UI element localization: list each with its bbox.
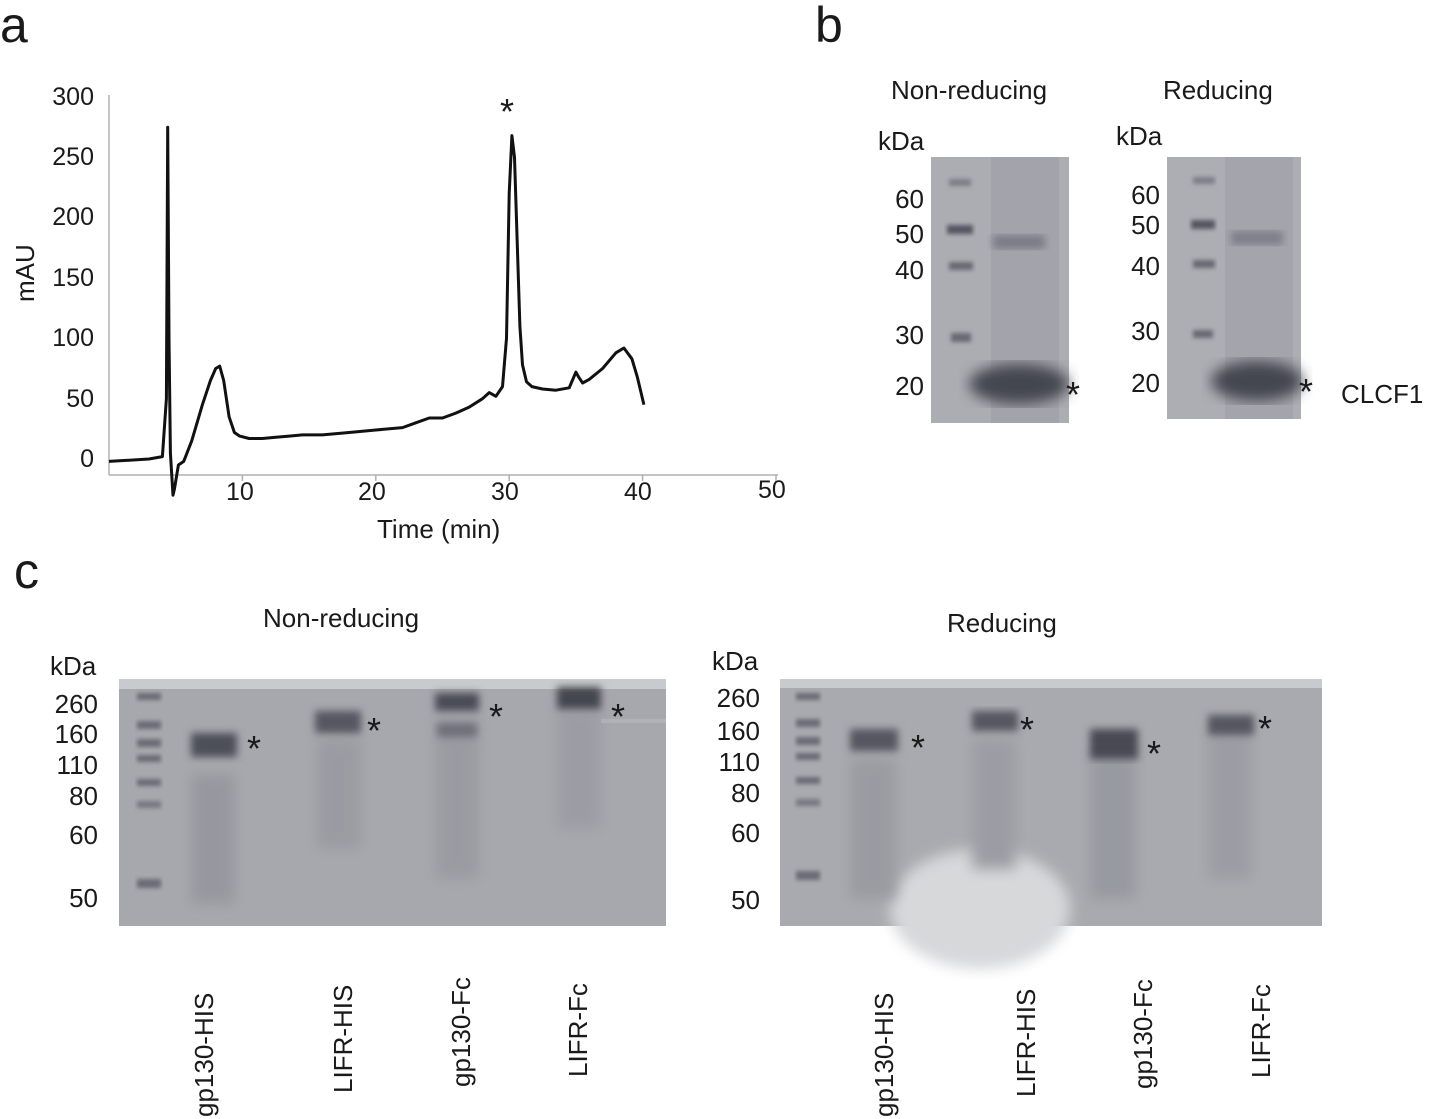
gel-c2-marker-80: 80: [731, 778, 760, 808]
gel-c1-kda: kDa: [50, 651, 97, 681]
gel-b2-image: [1167, 157, 1303, 419]
gel-b1-band-marker: *: [1066, 374, 1081, 415]
gel-b1-title: Non-reducing: [891, 75, 1048, 105]
gel-c1-band-marker-4: *: [611, 696, 626, 737]
gel-c2-band-marker-3: *: [1147, 733, 1162, 774]
clcf1-label: CLCF1: [1341, 379, 1424, 409]
gel-b2-marker-60: 60: [1131, 180, 1160, 210]
gel-c2-title: Reducing: [947, 608, 1057, 638]
gel-c1-image: [119, 679, 666, 926]
y-tick-300: 300: [52, 83, 94, 111]
lane-c1-gp130-fc: gp130-Fc: [446, 977, 476, 1087]
gel-b1-marker-20: 20: [895, 371, 924, 401]
gel-b2-marker-40: 40: [1131, 251, 1160, 281]
gel-b2-marker-20: 20: [1131, 368, 1160, 398]
gel-c2-marker-260: 260: [716, 683, 760, 713]
y-tick-200: 200: [52, 203, 94, 231]
y-tick-250: 250: [52, 143, 94, 171]
gel-c1-band-marker-1: *: [247, 728, 262, 769]
x-tick-10: 10: [226, 478, 254, 506]
gel-c1-marker-260: 260: [54, 689, 98, 719]
lane-c2-gp130-his: gp130-HIS: [869, 992, 899, 1117]
gel-c2-marker-160: 160: [716, 716, 760, 746]
lane-c2-lifr-fc: LIFR-Fc: [1246, 984, 1276, 1078]
gel-b2-marker-30: 30: [1131, 316, 1160, 346]
chromatogram-trace: [108, 125, 646, 497]
panel-a-letter: a: [0, 0, 28, 53]
gel-c1-marker-60: 60: [69, 820, 98, 850]
y-tick-0: 0: [80, 445, 94, 473]
lane-c2-gp130-fc: gp130-Fc: [1128, 979, 1158, 1089]
gel-c1-marker-160: 160: [54, 719, 98, 749]
gel-c2-band-marker-1: *: [911, 727, 926, 768]
chromatogram-plot: [108, 95, 778, 497]
x-tick-40: 40: [624, 478, 652, 506]
panel-c-letter: c: [14, 543, 39, 599]
y-tick-50: 50: [66, 385, 94, 413]
x-tick-marks: [241, 475, 777, 481]
x-axis-label: Time (min): [377, 514, 501, 544]
gel-c2-marker-50: 50: [731, 885, 760, 915]
gel-b2-title: Reducing: [1163, 75, 1273, 105]
gel-c1-band-marker-2: *: [367, 710, 382, 751]
gel-b1-image: [931, 157, 1069, 423]
gel-b1-marker-40: 40: [895, 255, 924, 285]
lane-c1-gp130-his: gp130-HIS: [189, 992, 219, 1117]
gel-c1-marker-80: 80: [69, 781, 98, 811]
gel-c1-marker-110: 110: [56, 750, 98, 780]
lane-c1-lifr-fc: LIFR-Fc: [563, 983, 593, 1077]
gel-c2-marker-110: 110: [718, 747, 760, 777]
gel-b2-band-marker: *: [1299, 371, 1314, 412]
gel-b1-marker-30: 30: [895, 320, 924, 350]
y-tick-100: 100: [52, 324, 94, 352]
gel-b2-marker-50: 50: [1131, 210, 1160, 240]
lane-c1-lifr-his: LIFR-HIS: [328, 984, 358, 1093]
x-tick-50: 50: [758, 476, 786, 504]
lane-c2-lifr-his: LIFR-HIS: [1011, 988, 1041, 1097]
gel-c2-band-marker-4: *: [1258, 708, 1273, 749]
gel-b2-kda: kDa: [1116, 121, 1163, 151]
gel-c2-marker-60: 60: [731, 818, 760, 848]
gel-b1-marker-60: 60: [895, 184, 924, 214]
x-tick-30: 30: [491, 478, 519, 506]
x-tick-20: 20: [358, 478, 386, 506]
gel-c1-marker-50: 50: [69, 883, 98, 913]
gel-c2-band-marker-2: *: [1020, 709, 1035, 750]
gel-c1-band-marker-3: *: [489, 696, 504, 737]
gel-b1-kda: kDa: [878, 126, 925, 156]
gel-c2-image: [780, 679, 1322, 969]
peak-marker: *: [500, 91, 515, 132]
gel-c1-title: Non-reducing: [263, 603, 420, 633]
gel-b1-marker-50: 50: [895, 219, 924, 249]
gel-c2-kda: kDa: [712, 646, 759, 676]
panel-b-letter: b: [815, 0, 843, 53]
y-tick-150: 150: [52, 264, 94, 292]
